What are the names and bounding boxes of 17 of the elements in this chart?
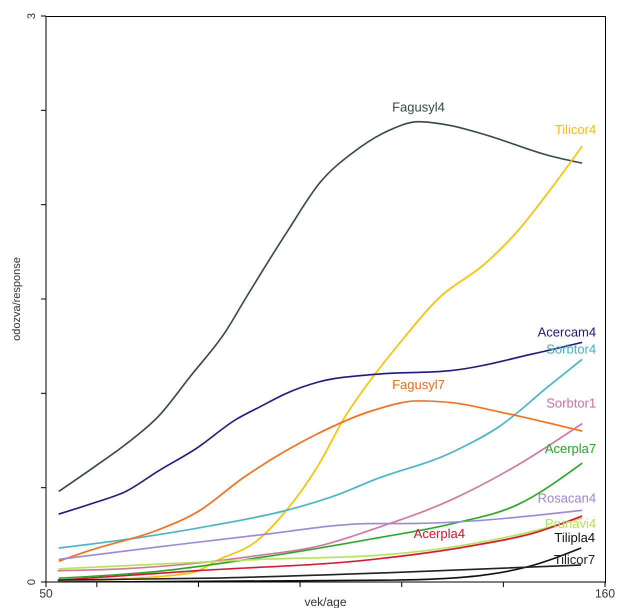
x-tick-label: 50 bbox=[39, 586, 53, 601]
series-label: Sorbtor1 bbox=[546, 396, 596, 411]
line-series bbox=[56, 564, 582, 581]
y-tick-label: 0 bbox=[26, 578, 38, 586]
series-label: Tilicor4 bbox=[554, 122, 596, 138]
series-label: Fagusyl7 bbox=[392, 376, 445, 392]
series-label: Tilipla4 bbox=[554, 530, 596, 546]
y-tick-label: 3 bbox=[26, 12, 38, 20]
series-label: Rosacan4 bbox=[538, 490, 596, 506]
series-label: Fagusyl4 bbox=[392, 100, 445, 115]
series-label: Tilicor7 bbox=[554, 552, 596, 568]
series-label: Acercam4 bbox=[538, 324, 596, 340]
x-tick-label: 160 bbox=[594, 586, 616, 601]
series-label: Acerpla7 bbox=[544, 441, 596, 456]
y-axis-title: odozva/response bbox=[10, 257, 23, 341]
series-label: Acerpla4 bbox=[414, 526, 465, 542]
series-label: Sorbtor4 bbox=[546, 341, 596, 356]
